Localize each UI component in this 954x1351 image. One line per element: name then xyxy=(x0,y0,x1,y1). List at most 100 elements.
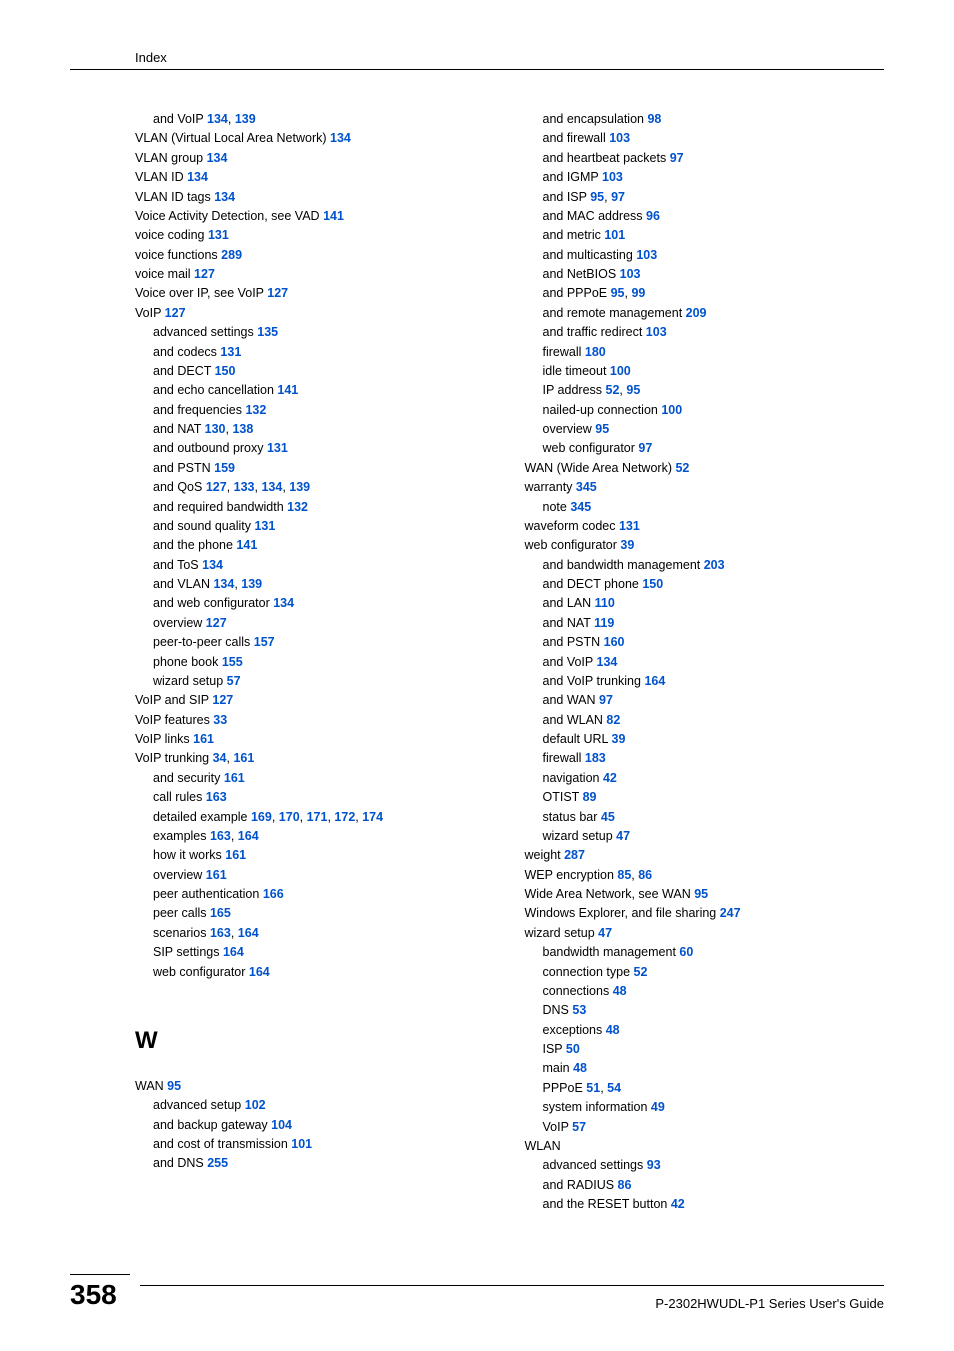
page-ref-link[interactable]: 104 xyxy=(271,1118,292,1132)
page-ref-link[interactable]: 42 xyxy=(603,771,617,785)
page-ref-link[interactable]: 127 xyxy=(194,267,215,281)
page-ref-link[interactable]: 139 xyxy=(235,112,256,126)
page-ref-link[interactable]: 85 xyxy=(617,868,631,882)
page-ref-link[interactable]: 166 xyxy=(263,887,284,901)
page-ref-link[interactable]: 134 xyxy=(207,112,228,126)
page-ref-link[interactable]: 127 xyxy=(206,616,227,630)
page-ref-link[interactable]: 127 xyxy=(206,480,227,494)
page-ref-link[interactable]: 95 xyxy=(611,286,625,300)
page-ref-link[interactable]: 127 xyxy=(165,306,186,320)
page-ref-link[interactable]: 110 xyxy=(595,596,615,610)
page-ref-link[interactable]: 82 xyxy=(606,713,620,727)
page-ref-link[interactable]: 161 xyxy=(225,848,246,862)
page-ref-link[interactable]: 103 xyxy=(609,131,630,145)
page-ref-link[interactable]: 135 xyxy=(257,325,278,339)
page-ref-link[interactable]: 171 xyxy=(307,810,328,824)
page-ref-link[interactable]: 57 xyxy=(572,1120,586,1134)
page-ref-link[interactable]: 95 xyxy=(590,190,604,204)
page-ref-link[interactable]: 132 xyxy=(287,500,308,514)
page-ref-link[interactable]: 98 xyxy=(647,112,661,126)
page-ref-link[interactable]: 100 xyxy=(610,364,631,378)
page-ref-link[interactable]: 174 xyxy=(362,810,383,824)
page-ref-link[interactable]: 169 xyxy=(251,810,272,824)
page-ref-link[interactable]: 86 xyxy=(618,1178,632,1192)
page-ref-link[interactable]: 131 xyxy=(208,228,229,242)
page-ref-link[interactable]: 127 xyxy=(212,693,233,707)
page-ref-link[interactable]: 134 xyxy=(273,596,294,610)
page-ref-link[interactable]: 139 xyxy=(241,577,262,591)
page-ref-link[interactable]: 52 xyxy=(634,965,648,979)
page-ref-link[interactable]: 157 xyxy=(254,635,275,649)
page-ref-link[interactable]: 150 xyxy=(215,364,236,378)
page-ref-link[interactable]: 172 xyxy=(334,810,355,824)
page-ref-link[interactable]: 100 xyxy=(661,403,682,417)
page-ref-link[interactable]: 103 xyxy=(646,325,667,339)
page-ref-link[interactable]: 170 xyxy=(279,810,300,824)
page-ref-link[interactable]: 50 xyxy=(566,1042,580,1056)
page-ref-link[interactable]: 119 xyxy=(594,616,614,630)
page-ref-link[interactable]: 134 xyxy=(261,480,282,494)
page-ref-link[interactable]: 134 xyxy=(213,577,234,591)
page-ref-link[interactable]: 47 xyxy=(598,926,612,940)
page-ref-link[interactable]: 89 xyxy=(583,790,597,804)
page-ref-link[interactable]: 159 xyxy=(214,461,235,475)
page-ref-link[interactable]: 132 xyxy=(245,403,266,417)
page-ref-link[interactable]: 131 xyxy=(619,519,640,533)
page-ref-link[interactable]: 183 xyxy=(585,751,606,765)
page-ref-link[interactable]: 247 xyxy=(720,906,741,920)
page-ref-link[interactable]: 164 xyxy=(238,829,259,843)
page-ref-link[interactable]: 60 xyxy=(679,945,693,959)
page-ref-link[interactable]: 345 xyxy=(570,500,591,514)
page-ref-link[interactable]: 180 xyxy=(585,345,606,359)
page-ref-link[interactable]: 101 xyxy=(604,228,625,242)
page-ref-link[interactable]: 133 xyxy=(234,480,255,494)
page-ref-link[interactable]: 99 xyxy=(631,286,645,300)
page-ref-link[interactable]: 134 xyxy=(207,151,228,165)
page-ref-link[interactable]: 131 xyxy=(267,441,288,455)
page-ref-link[interactable]: 97 xyxy=(599,693,613,707)
page-ref-link[interactable]: 163 xyxy=(210,829,231,843)
page-ref-link[interactable]: 134 xyxy=(597,655,618,669)
page-ref-link[interactable]: 97 xyxy=(670,151,684,165)
page-ref-link[interactable]: 95 xyxy=(167,1079,181,1093)
page-ref-link[interactable]: 161 xyxy=(233,751,254,765)
page-ref-link[interactable]: 163 xyxy=(210,926,231,940)
page-ref-link[interactable]: 163 xyxy=(206,790,227,804)
page-ref-link[interactable]: 127 xyxy=(267,286,288,300)
page-ref-link[interactable]: 49 xyxy=(651,1100,665,1114)
page-ref-link[interactable]: 39 xyxy=(620,538,634,552)
page-ref-link[interactable]: 345 xyxy=(576,480,597,494)
page-ref-link[interactable]: 52 xyxy=(675,461,689,475)
page-ref-link[interactable]: 93 xyxy=(647,1158,661,1172)
page-ref-link[interactable]: 155 xyxy=(222,655,243,669)
page-ref-link[interactable]: 96 xyxy=(646,209,660,223)
page-ref-link[interactable]: 48 xyxy=(573,1061,587,1075)
page-ref-link[interactable]: 39 xyxy=(612,732,626,746)
page-ref-link[interactable]: 165 xyxy=(210,906,231,920)
page-ref-link[interactable]: 52 xyxy=(606,383,620,397)
page-ref-link[interactable]: 101 xyxy=(291,1137,312,1151)
page-ref-link[interactable]: 131 xyxy=(220,345,241,359)
page-ref-link[interactable]: 203 xyxy=(704,558,725,572)
page-ref-link[interactable]: 134 xyxy=(187,170,208,184)
page-ref-link[interactable]: 47 xyxy=(616,829,630,843)
page-ref-link[interactable]: 95 xyxy=(694,887,708,901)
page-ref-link[interactable]: 102 xyxy=(245,1098,266,1112)
page-ref-link[interactable]: 95 xyxy=(626,383,640,397)
page-ref-link[interactable]: 95 xyxy=(595,422,609,436)
page-ref-link[interactable]: 161 xyxy=(224,771,245,785)
page-ref-link[interactable]: 164 xyxy=(644,674,665,688)
page-ref-link[interactable]: 48 xyxy=(613,984,627,998)
page-ref-link[interactable]: 45 xyxy=(601,810,615,824)
page-ref-link[interactable]: 287 xyxy=(564,848,585,862)
page-ref-link[interactable]: 209 xyxy=(686,306,707,320)
page-ref-link[interactable]: 51 xyxy=(586,1081,600,1095)
page-ref-link[interactable]: 141 xyxy=(277,383,298,397)
page-ref-link[interactable]: 164 xyxy=(223,945,244,959)
page-ref-link[interactable]: 164 xyxy=(249,965,270,979)
page-ref-link[interactable]: 131 xyxy=(254,519,275,533)
page-ref-link[interactable]: 42 xyxy=(671,1197,685,1211)
page-ref-link[interactable]: 54 xyxy=(607,1081,621,1095)
page-ref-link[interactable]: 103 xyxy=(602,170,623,184)
page-ref-link[interactable]: 134 xyxy=(202,558,223,572)
